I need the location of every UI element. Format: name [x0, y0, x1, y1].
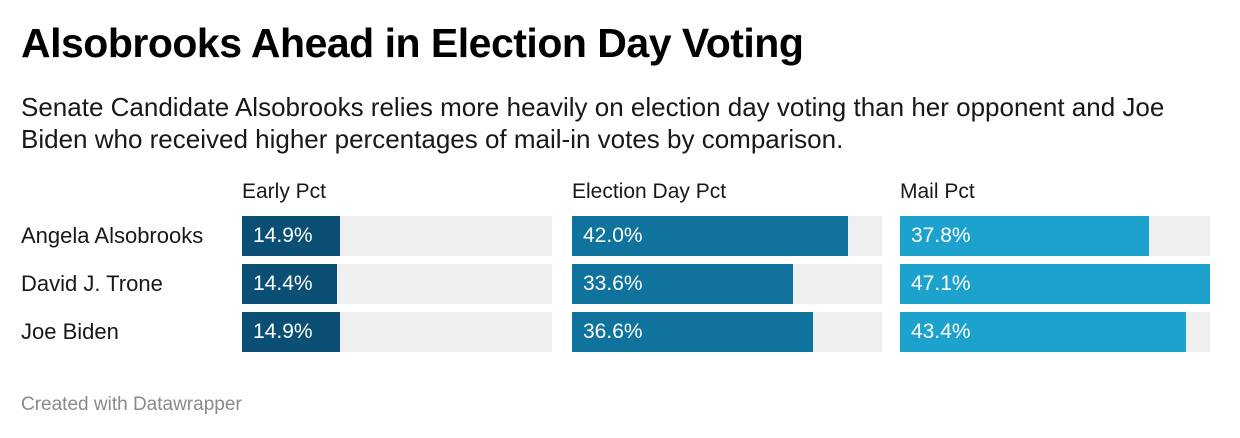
bar-track: 33.6% — [572, 264, 882, 304]
bar-value-label: 37.8% — [911, 224, 971, 247]
bar-track: 36.6% — [572, 312, 882, 352]
bar-early-pct-david-j-trone — [242, 264, 337, 304]
bar-mail-pct-david-j-trone — [900, 264, 1210, 304]
column-header-mail-pct: Mail Pct — [900, 180, 975, 203]
bar-value-label: 14.4% — [253, 272, 313, 295]
bar-track: 14.9% — [242, 216, 552, 256]
bar-early-pct-joe-biden — [242, 312, 340, 352]
bar-election-day-pct-david-j-trone — [572, 264, 793, 304]
bar-election-day-pct-angela-alsobrooks — [572, 216, 848, 256]
bar-track: 14.4% — [242, 264, 552, 304]
column-header-early-pct: Early Pct — [242, 180, 327, 203]
bar-value-label: 33.6% — [583, 272, 643, 295]
datawrapper-credit: Created with Datawrapper — [21, 394, 242, 415]
bar-value-label: 14.9% — [253, 224, 313, 247]
chart-subtitle: Senate Candidate Alsobrooks relies more … — [21, 92, 1165, 154]
bar-track: 14.9% — [242, 312, 552, 352]
bar-early-pct-angela-alsobrooks — [242, 216, 340, 256]
bar-track: 47.1% — [900, 264, 1210, 304]
bar-track: 42.0% — [572, 216, 882, 256]
chart-title: Alsobrooks Ahead in Election Day Voting — [21, 20, 804, 66]
row-label-david-j-trone: David J. Trone — [21, 271, 163, 296]
column-header-election-day-pct: Election Day Pct — [572, 180, 727, 203]
bar-mail-pct-joe-biden — [900, 312, 1186, 352]
bar-track: 37.8% — [900, 216, 1210, 256]
bar-value-label: 43.4% — [911, 320, 971, 343]
bar-value-label: 42.0% — [583, 224, 643, 247]
bar-track: 43.4% — [900, 312, 1210, 352]
row-label-joe-biden: Joe Biden — [21, 319, 119, 344]
bar-value-label: 36.6% — [583, 320, 643, 343]
bar-election-day-pct-joe-biden — [572, 312, 813, 352]
bar-mail-pct-angela-alsobrooks — [900, 216, 1149, 256]
bar-value-label: 14.9% — [253, 320, 313, 343]
bar-value-label: 47.1% — [911, 272, 971, 295]
row-label-angela-alsobrooks: Angela Alsobrooks — [21, 223, 204, 248]
